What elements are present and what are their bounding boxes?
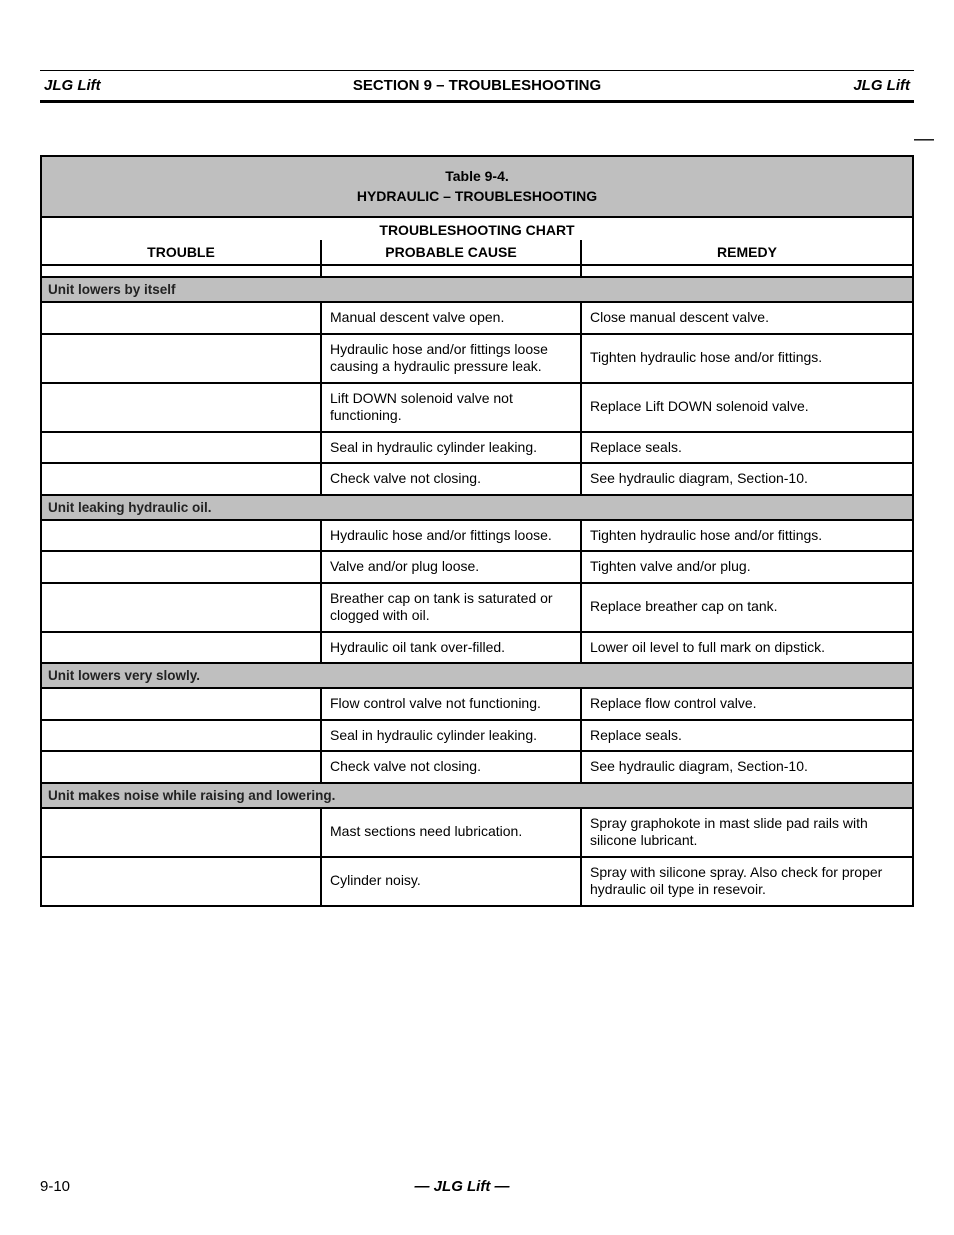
table-title-line1: Table 9-4.: [445, 168, 509, 184]
group-header: Unit leaking hydraulic oil.: [42, 494, 912, 521]
col-header-remedy: REMEDY: [582, 240, 912, 264]
cell-cause: Hydraulic oil tank over-filled.: [322, 633, 582, 663]
table-row: Mast sections need lubrication. Spray gr…: [42, 809, 912, 856]
cell-remedy: Tighten valve and/or plug.: [582, 552, 912, 582]
dash-mark: —: [914, 128, 934, 151]
table-title: Table 9-4. HYDRAULIC – TROUBLESHOOTING: [42, 157, 912, 218]
table-row: Seal in hydraulic cylinder leaking. Repl…: [42, 431, 912, 463]
cell-remedy: Lower oil level to full mark on dipstick…: [582, 633, 912, 663]
footer-brand: — JLG Lift —: [415, 1178, 510, 1195]
group-header: Unit lowers by itself: [42, 276, 912, 303]
page-header: JLG Lift SECTION 9 – TROUBLESHOOTING JLG…: [40, 70, 914, 103]
footer-page-number: 9-10: [40, 1178, 70, 1195]
cell-remedy: See hydraulic diagram, Section-10.: [582, 464, 912, 494]
table-row: Cylinder noisy. Spray with silicone spra…: [42, 856, 912, 905]
table-row: Seal in hydraulic cylinder leaking. Repl…: [42, 719, 912, 751]
column-headers: TROUBLE PROBABLE CAUSE REMEDY: [42, 240, 912, 266]
cell-remedy: See hydraulic diagram, Section-10.: [582, 752, 912, 782]
cell-cause: Hydraulic hose and/or fittings loose cau…: [322, 335, 582, 382]
group-header: Unit lowers very slowly.: [42, 662, 912, 689]
cell-remedy: Close manual descent valve.: [582, 303, 912, 333]
cell-cause: Valve and/or plug loose.: [322, 552, 582, 582]
table-row: Lift DOWN solenoid valve not functioning…: [42, 382, 912, 431]
group-header: Unit makes noise while raising and lower…: [42, 782, 912, 809]
cell-cause: Seal in hydraulic cylinder leaking.: [322, 433, 582, 463]
cell-cause: Check valve not closing.: [322, 752, 582, 782]
cell-cause: Lift DOWN solenoid valve not functioning…: [322, 384, 582, 431]
table-subtitle: TROUBLESHOOTING CHART: [42, 218, 912, 240]
cell-cause: Manual descent valve open.: [322, 303, 582, 333]
table-row: Hydraulic hose and/or fittings loose. Ti…: [42, 521, 912, 551]
table-row: Check valve not closing. See hydraulic d…: [42, 462, 912, 494]
table-row: Breather cap on tank is saturated or clo…: [42, 582, 912, 631]
brand-right: JLG Lift: [770, 77, 910, 94]
cell-cause: Mast sections need lubrication.: [322, 809, 582, 856]
cell-remedy: Replace breather cap on tank.: [582, 584, 912, 631]
cell-remedy: Spray with silicone spray. Also check fo…: [582, 858, 912, 905]
cell-cause: Flow control valve not functioning.: [322, 689, 582, 719]
cell-remedy: Spray graphokote in mast slide pad rails…: [582, 809, 912, 856]
cell-cause: Seal in hydraulic cylinder leaking.: [322, 721, 582, 751]
table-row: Valve and/or plug loose. Tighten valve a…: [42, 550, 912, 582]
cell-cause: Hydraulic hose and/or fittings loose.: [322, 521, 582, 551]
cell-remedy: Tighten hydraulic hose and/or fittings.: [582, 335, 912, 382]
cell-remedy: Replace flow control valve.: [582, 689, 912, 719]
section-title: SECTION 9 – TROUBLESHOOTING: [184, 77, 770, 94]
cell-remedy: Replace seals.: [582, 721, 912, 751]
cell-cause: Breather cap on tank is saturated or clo…: [322, 584, 582, 631]
col-header-cause: PROBABLE CAUSE: [322, 240, 582, 264]
page-footer: 9-10 — JLG Lift —: [40, 1178, 914, 1195]
table-row: Manual descent valve open. Close manual …: [42, 303, 912, 333]
cell-remedy: Replace Lift DOWN solenoid valve.: [582, 384, 912, 431]
col-header-trouble: TROUBLE: [42, 240, 322, 264]
cell-cause: Check valve not closing.: [322, 464, 582, 494]
table-row: Hydraulic oil tank over-filled. Lower oi…: [42, 631, 912, 663]
spacer-row: [42, 266, 912, 276]
cell-cause: Cylinder noisy.: [322, 858, 582, 905]
cell-remedy: Replace seals.: [582, 433, 912, 463]
table-title-line2: HYDRAULIC – TROUBLESHOOTING: [357, 188, 597, 204]
brand-left: JLG Lift: [44, 77, 184, 94]
table-row: Flow control valve not functioning. Repl…: [42, 689, 912, 719]
table-row: Hydraulic hose and/or fittings loose cau…: [42, 333, 912, 382]
cell-remedy: Tighten hydraulic hose and/or fittings.: [582, 521, 912, 551]
troubleshooting-table: Table 9-4. HYDRAULIC – TROUBLESHOOTING T…: [40, 155, 914, 907]
table-row: Check valve not closing. See hydraulic d…: [42, 750, 912, 782]
